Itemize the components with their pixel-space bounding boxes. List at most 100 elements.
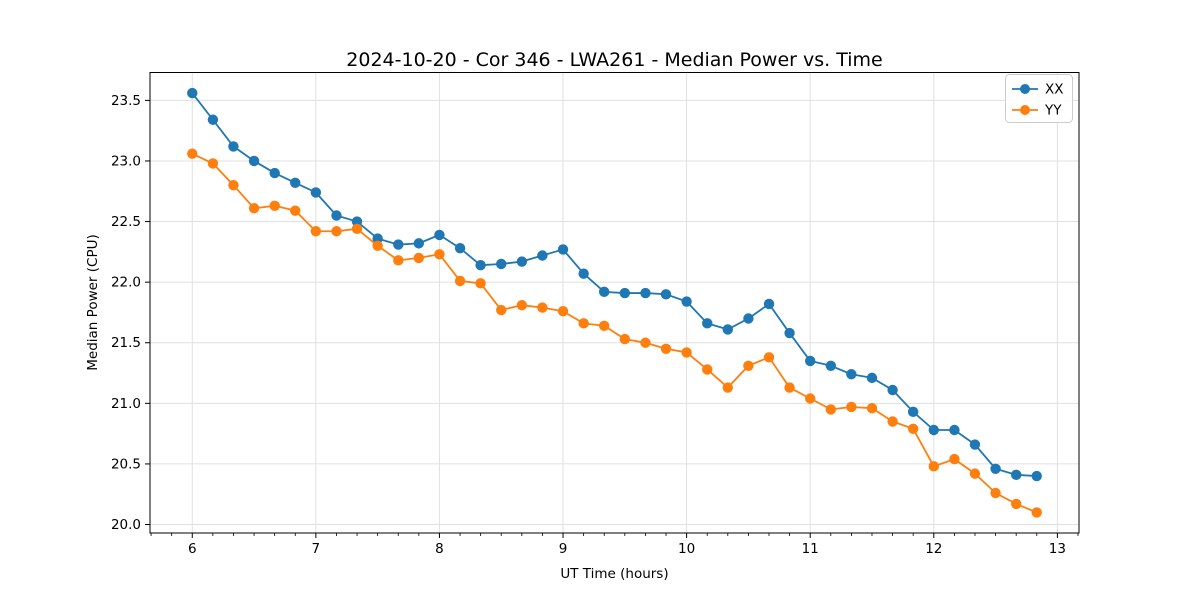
yy-data-point — [557, 306, 569, 317]
x-tick-label: 9 — [559, 541, 568, 557]
x-tick-label: 13 — [1049, 541, 1066, 557]
xx-data-point — [825, 360, 837, 371]
xx-data-point — [743, 313, 754, 324]
xx-data-point — [866, 372, 878, 384]
xx-data-point — [681, 296, 692, 307]
x-tick-label: 11 — [802, 541, 819, 557]
yy-data-point — [928, 461, 939, 472]
xx-data-point — [805, 355, 816, 367]
xx-data-point — [846, 369, 857, 380]
xx-data-point — [248, 155, 260, 167]
xx-data-point — [351, 216, 363, 227]
yy-data-point — [907, 423, 919, 434]
yy-data-point — [578, 318, 589, 329]
yy-data-point — [331, 226, 342, 237]
yy-data-point — [372, 240, 383, 251]
legend-label-yy: YY — [1044, 103, 1062, 119]
axis-ticks: 6 7 8 9 10 11 12 13 20.0 20.5 21.0 21.5 22.0 22.5 23.0… — [111, 93, 1079, 557]
yy-data-point — [475, 278, 486, 289]
legend: XX YY — [1005, 74, 1073, 123]
yy-data-point — [454, 275, 466, 287]
xx-data-point — [228, 141, 239, 152]
plot-border — [149, 72, 1080, 534]
xx-data-point — [784, 327, 795, 339]
xx-data-point — [537, 250, 548, 261]
yy-data-point — [310, 226, 322, 237]
grid-lines — [150, 72, 1079, 533]
xx-data-point — [557, 244, 569, 255]
y-tick-label: 21.5 — [111, 335, 141, 351]
yy-data-point — [660, 343, 672, 354]
yy-series-line — [191, 152, 1038, 514]
yy-data-point — [351, 223, 363, 235]
yy-data-point — [269, 200, 280, 211]
xx-data-point — [702, 318, 713, 329]
xx-data-point — [310, 187, 322, 198]
yy-data-point — [805, 393, 816, 404]
yy-data-point — [866, 402, 878, 414]
xx-data-point — [187, 87, 198, 99]
y-axis-label: Median Power (CPU) — [85, 234, 101, 370]
x-tick-label: 8 — [435, 541, 444, 557]
xx-data-point — [969, 439, 981, 450]
yy-data-point — [1011, 498, 1022, 510]
legend-item-xx: XX — [1012, 82, 1064, 98]
legend-marker-xx-icon — [1020, 84, 1030, 94]
yy-data-point — [722, 382, 733, 393]
legend-label-xx: XX — [1045, 82, 1064, 98]
x-tick-label: 12 — [925, 541, 942, 557]
xx-series-line — [191, 92, 1037, 477]
yy-data-point — [990, 487, 1001, 499]
xx-data-point — [660, 289, 672, 300]
yy-data-point — [743, 360, 754, 371]
legend-marker-yy-icon — [1020, 105, 1030, 115]
xx-data-point — [990, 463, 1001, 474]
yy-data-point — [846, 401, 857, 413]
xx-data-point — [763, 298, 775, 310]
yy-data-point — [207, 158, 219, 169]
x-tick-label: 7 — [312, 541, 321, 557]
xx-data-point — [598, 286, 610, 298]
y-tick-label: 23.5 — [111, 93, 141, 109]
xx-data-point — [372, 233, 383, 244]
yy-data-point — [228, 180, 239, 191]
yy-data-point — [640, 337, 651, 348]
xx-data-point — [907, 406, 919, 418]
yy-data-point — [619, 333, 631, 345]
xx-data-point — [516, 256, 528, 267]
x-tick-label: 6 — [188, 541, 197, 557]
xx-data-point — [331, 210, 342, 221]
yy-data-point — [681, 347, 692, 358]
xx-data-point — [887, 384, 898, 396]
xx-data-point — [434, 229, 445, 241]
yy-data-point — [496, 304, 507, 316]
xx-data-point — [413, 238, 424, 249]
y-tick-label: 20.0 — [111, 517, 141, 533]
xx-data-point — [928, 424, 939, 436]
chart-title: 2024-10-20 - Cor 346 - LWA261 - Median P… — [346, 49, 882, 71]
y-tick-label: 22.5 — [111, 214, 141, 230]
yy-data-point — [187, 148, 198, 159]
yy-data-point — [702, 364, 713, 375]
xx-data-point — [1031, 470, 1042, 482]
yy-data-point — [763, 352, 775, 363]
xx-data-point — [640, 287, 651, 299]
yy-data-point — [598, 320, 610, 331]
yy-data-point — [248, 203, 260, 214]
yy-data-point — [969, 468, 981, 479]
data-series — [187, 87, 1042, 518]
xx-data-point — [619, 287, 631, 299]
y-tick-label: 21.0 — [111, 396, 141, 412]
x-axis-label: UT Time (hours) — [560, 566, 668, 582]
xx-data-point — [207, 114, 219, 125]
x-tick-label: 10 — [678, 541, 695, 557]
yy-data-point — [290, 205, 301, 216]
xx-data-point — [475, 259, 486, 271]
y-tick-label: 22.0 — [111, 275, 141, 291]
yy-data-point — [949, 453, 960, 465]
yy-data-point — [516, 299, 528, 311]
xx-data-point — [269, 167, 280, 179]
yy-data-point — [825, 404, 837, 415]
